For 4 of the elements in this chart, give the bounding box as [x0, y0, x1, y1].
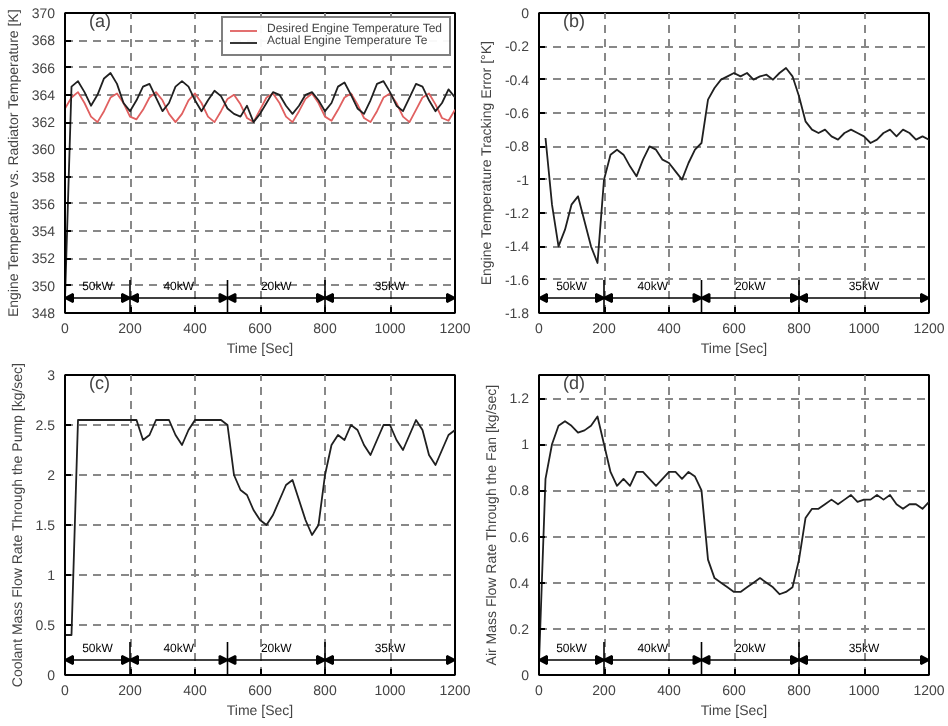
chart-title: (a): [89, 11, 111, 31]
chart-title: (b): [563, 11, 585, 31]
chart-title: (d): [563, 373, 585, 393]
chart-title: (c): [89, 373, 110, 393]
